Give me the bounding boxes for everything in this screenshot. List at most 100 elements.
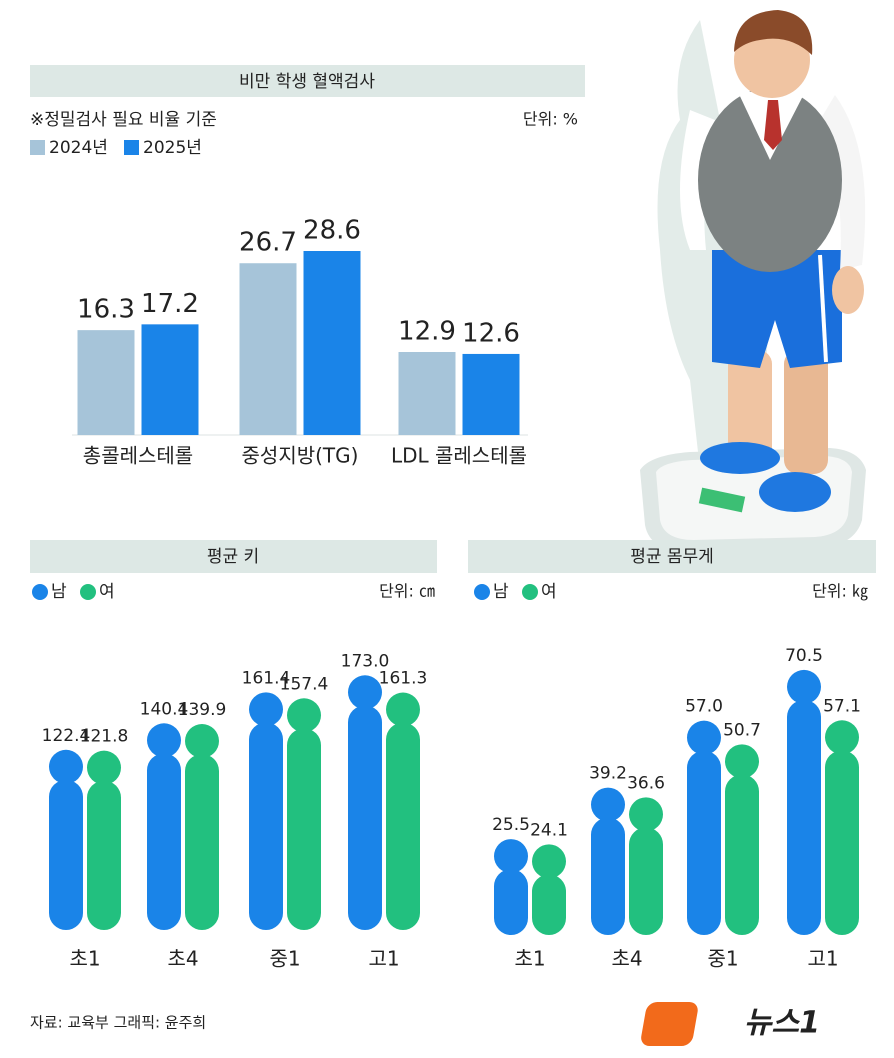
capsule-body — [249, 722, 283, 930]
capsule-head — [825, 720, 859, 755]
value-label: 122.4 — [42, 726, 91, 746]
capsule-head — [348, 675, 382, 710]
scale-display — [698, 487, 746, 513]
capsule-body — [87, 780, 121, 930]
capsule-head — [591, 787, 625, 822]
hair — [734, 10, 813, 55]
value-label: 161.3 — [379, 669, 428, 689]
bar — [303, 251, 361, 435]
value-label: 157.4 — [280, 674, 329, 694]
title-bar — [30, 65, 585, 97]
hand — [832, 266, 864, 314]
chart-title: 비만 학생 혈액검사 — [239, 72, 375, 92]
legend-label: 남 — [493, 582, 509, 602]
legend-swatch — [32, 584, 48, 600]
capsule-body — [185, 754, 219, 930]
x-tick-label: 총콜레스테롤 — [83, 444, 193, 468]
value-label: 121.8 — [80, 727, 129, 747]
value-label: 12.6 — [462, 318, 520, 348]
legend-swatch — [30, 140, 45, 155]
value-label: 17.2 — [141, 289, 199, 319]
value-label: 39.2 — [589, 764, 627, 784]
value-label: 57.1 — [823, 696, 861, 716]
legend-swatch — [124, 140, 139, 155]
capsule-body — [348, 705, 382, 930]
capsule-body — [532, 874, 566, 935]
capsule-head — [49, 749, 83, 784]
unit: 단위: ㎏ — [812, 582, 868, 601]
capsule-head — [629, 797, 663, 832]
capsule-body — [825, 750, 859, 935]
capsule-head — [787, 669, 821, 704]
bar — [141, 324, 199, 435]
value-label: 24.1 — [530, 820, 568, 840]
legend-swatch — [80, 584, 96, 600]
x-tick-label: 고1 — [368, 947, 399, 971]
logo: 뉴스1 — [744, 1006, 820, 1041]
legend-label: 여 — [99, 582, 115, 602]
legend-swatch — [474, 584, 490, 600]
capsule-head — [386, 692, 420, 727]
capsule-head — [532, 844, 566, 879]
capsule-body — [591, 817, 625, 935]
capsule-head — [725, 744, 759, 779]
x-tick-label: 고1 — [807, 947, 838, 971]
legend-label: 남 — [51, 582, 67, 602]
vest — [698, 88, 842, 272]
subtitle: ※정밀검사 필요 비율 기준 — [30, 110, 217, 130]
capsule-head — [287, 698, 321, 733]
x-tick-label: 초4 — [167, 947, 198, 971]
legend-label: 2024년 — [49, 138, 108, 158]
stripe — [818, 254, 828, 363]
value-label: 26.7 — [239, 228, 297, 258]
capsule-body — [147, 753, 181, 930]
leg — [728, 350, 772, 462]
x-tick-label: 중성지방(TG) — [242, 444, 359, 468]
value-label: 57.0 — [685, 697, 723, 717]
capsule-body — [386, 722, 420, 930]
capsule-head — [687, 720, 721, 755]
value-label: 50.7 — [723, 720, 761, 740]
leg — [784, 350, 828, 474]
title-bar — [468, 540, 876, 573]
capsule-body — [687, 750, 721, 935]
title-bar — [30, 540, 437, 573]
capsule-head — [87, 750, 121, 785]
capsule-body — [287, 728, 321, 930]
value-label: 161.4 — [242, 668, 291, 688]
shoe — [759, 472, 831, 512]
value-label: 36.6 — [627, 773, 665, 793]
value-label: 70.5 — [785, 646, 823, 666]
bar — [398, 352, 456, 435]
capsule-head — [147, 723, 181, 758]
value-label: 139.9 — [178, 700, 227, 720]
x-tick-label: LDL 콜레스테롤 — [391, 444, 527, 468]
x-tick-label: 중1 — [269, 947, 300, 971]
chart-title: 평균 키 — [207, 547, 259, 567]
value-label: 140.4 — [140, 699, 189, 719]
capsule-head — [494, 839, 528, 874]
capsule-body — [49, 779, 83, 930]
bar — [239, 263, 297, 435]
value-label: 12.9 — [398, 317, 456, 347]
value-label: 173.0 — [341, 651, 390, 671]
x-tick-label: 초1 — [514, 947, 545, 971]
unit: 단위: % — [523, 110, 578, 129]
shoe — [700, 442, 780, 474]
capsule-body — [725, 774, 759, 935]
legend-label: 2025년 — [143, 138, 202, 158]
capsule-head — [185, 724, 219, 759]
x-tick-label: 초4 — [611, 947, 642, 971]
legend-label: 여 — [541, 582, 557, 602]
value-label: 28.6 — [303, 216, 361, 246]
capsule-body — [629, 827, 663, 935]
source: 자료: 교육부 그래픽: 윤주희 — [30, 1014, 206, 1032]
value-label: 16.3 — [77, 295, 135, 325]
capsule-head — [249, 692, 283, 727]
x-tick-label: 초1 — [69, 947, 100, 971]
shorts — [712, 250, 842, 368]
bar — [462, 353, 520, 435]
tie — [764, 100, 782, 150]
